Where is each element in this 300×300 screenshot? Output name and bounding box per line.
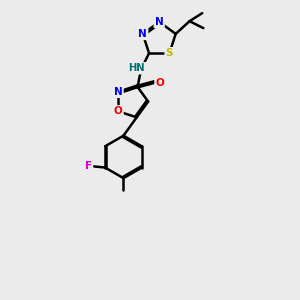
Text: HN: HN bbox=[128, 63, 145, 73]
Text: N: N bbox=[155, 17, 164, 27]
Text: N: N bbox=[138, 29, 147, 39]
Text: N: N bbox=[114, 87, 122, 97]
Text: S: S bbox=[166, 48, 173, 58]
Text: F: F bbox=[85, 161, 92, 171]
Text: O: O bbox=[155, 78, 164, 88]
Text: O: O bbox=[114, 106, 122, 116]
